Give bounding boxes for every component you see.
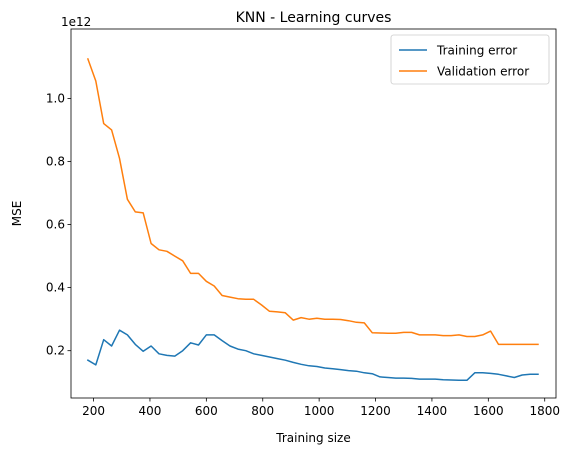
y-axis-offset-label: 1e12 [61,15,91,29]
plot-marks [86,58,539,382]
x-tick-label: 800 [251,404,274,418]
series-line-training-error [86,329,539,382]
y-tick-label: 0.6 [46,218,65,232]
x-tick-label: 400 [139,404,162,418]
legend: Training error Validation error [390,34,550,85]
x-tick-label: 1600 [473,404,504,418]
plot-frame [70,28,557,399]
x-tick-label: 1800 [529,404,560,418]
y-tick-label: 0.8 [46,154,65,168]
y-axis-title: MSE [10,201,24,227]
x-tick-label: 600 [195,404,218,418]
x-axis-ticks: 200 400 600 800 1000 1200 1400 1600 1800 [82,398,560,418]
chart-title: KNN - Learning curves [236,10,392,26]
x-axis-title: Training size [275,431,350,445]
x-tick-label: 1000 [304,404,335,418]
y-tick-label: 1.0 [46,91,65,105]
series-line-validation-error [86,58,539,346]
legend-label: Validation error [437,65,529,79]
y-tick-label: 0.2 [46,344,65,358]
legend-label: Training error [436,44,517,58]
y-axis-ticks: 0.2 0.4 0.6 0.8 1.0 [46,91,71,358]
legend-box [390,34,550,85]
y-tick-label: 0.4 [46,281,65,295]
x-tick-label: 200 [82,404,105,418]
x-tick-label: 1200 [360,404,391,418]
x-tick-label: 1400 [417,404,448,418]
